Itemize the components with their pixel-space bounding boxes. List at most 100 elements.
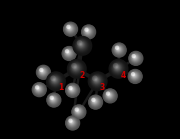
Circle shape [88,72,107,91]
Circle shape [128,70,142,83]
Circle shape [93,76,100,84]
Circle shape [74,66,76,68]
Circle shape [113,63,118,69]
Circle shape [76,109,80,113]
Circle shape [48,74,63,88]
Circle shape [76,40,86,50]
Circle shape [92,98,98,104]
Circle shape [40,69,46,74]
Circle shape [64,49,73,57]
Circle shape [133,74,135,76]
Circle shape [33,83,45,95]
Circle shape [84,27,92,36]
Circle shape [134,56,136,58]
Circle shape [86,29,90,33]
Circle shape [46,72,65,91]
Circle shape [90,74,104,88]
Circle shape [110,60,127,77]
Circle shape [49,96,57,103]
Circle shape [47,93,61,107]
Circle shape [74,37,90,54]
Circle shape [66,83,79,97]
Circle shape [67,117,78,128]
Circle shape [37,66,50,78]
Text: 3: 3 [100,84,105,92]
Circle shape [89,72,106,90]
Circle shape [53,78,56,81]
Circle shape [114,44,124,55]
Circle shape [41,70,43,72]
Circle shape [66,50,71,55]
Circle shape [47,72,65,90]
Circle shape [94,100,95,101]
Circle shape [108,94,109,95]
Circle shape [65,23,76,34]
Circle shape [63,22,78,36]
Circle shape [68,118,76,127]
Circle shape [72,64,79,71]
Circle shape [67,59,87,79]
Circle shape [83,26,93,37]
Circle shape [68,86,75,93]
Circle shape [36,87,40,91]
Circle shape [74,38,90,53]
Circle shape [35,85,42,92]
Circle shape [130,72,139,80]
Circle shape [109,60,127,78]
Circle shape [103,89,116,102]
Circle shape [71,63,81,73]
Circle shape [75,39,88,52]
Circle shape [132,55,138,60]
Circle shape [70,121,73,123]
Circle shape [65,115,80,131]
Circle shape [68,26,71,30]
Circle shape [115,46,121,52]
Circle shape [48,73,63,89]
Circle shape [39,67,47,76]
Circle shape [82,25,95,38]
Circle shape [107,93,111,97]
Circle shape [67,51,69,54]
Circle shape [84,28,92,35]
Circle shape [74,107,83,116]
Circle shape [77,110,78,111]
Circle shape [65,50,71,56]
Circle shape [130,71,140,81]
Circle shape [69,62,83,75]
Circle shape [112,43,126,57]
Circle shape [132,73,136,78]
Circle shape [41,70,44,72]
Circle shape [107,92,112,98]
Circle shape [66,25,71,29]
Circle shape [39,68,43,72]
Circle shape [35,85,42,93]
Circle shape [94,78,98,81]
Circle shape [115,46,122,53]
Circle shape [90,96,101,107]
Circle shape [92,99,97,104]
Circle shape [69,87,75,92]
Circle shape [133,74,135,77]
Circle shape [46,92,62,108]
Circle shape [72,64,80,72]
Circle shape [70,88,73,90]
Circle shape [131,54,139,62]
Circle shape [71,88,72,90]
Circle shape [83,27,93,36]
Circle shape [104,90,116,102]
Circle shape [83,26,94,37]
Circle shape [93,77,100,83]
Circle shape [89,96,102,108]
Circle shape [62,46,77,61]
Circle shape [72,105,86,119]
Circle shape [67,85,78,95]
Circle shape [67,85,77,95]
Circle shape [132,54,138,61]
Circle shape [81,25,96,39]
Circle shape [51,98,54,100]
Circle shape [71,63,77,69]
Circle shape [67,25,73,31]
Circle shape [108,94,110,96]
Circle shape [52,78,57,82]
Circle shape [37,87,39,90]
